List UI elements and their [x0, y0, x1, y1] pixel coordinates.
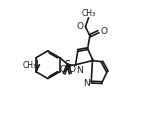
Text: CH₃: CH₃: [82, 9, 96, 18]
Text: O: O: [59, 64, 66, 73]
Text: O: O: [100, 27, 107, 36]
Text: N: N: [84, 78, 90, 87]
Text: S: S: [65, 60, 71, 70]
Text: N: N: [76, 66, 83, 75]
Text: O: O: [68, 64, 75, 73]
Text: O: O: [77, 22, 84, 31]
Text: CH₃: CH₃: [22, 61, 36, 70]
